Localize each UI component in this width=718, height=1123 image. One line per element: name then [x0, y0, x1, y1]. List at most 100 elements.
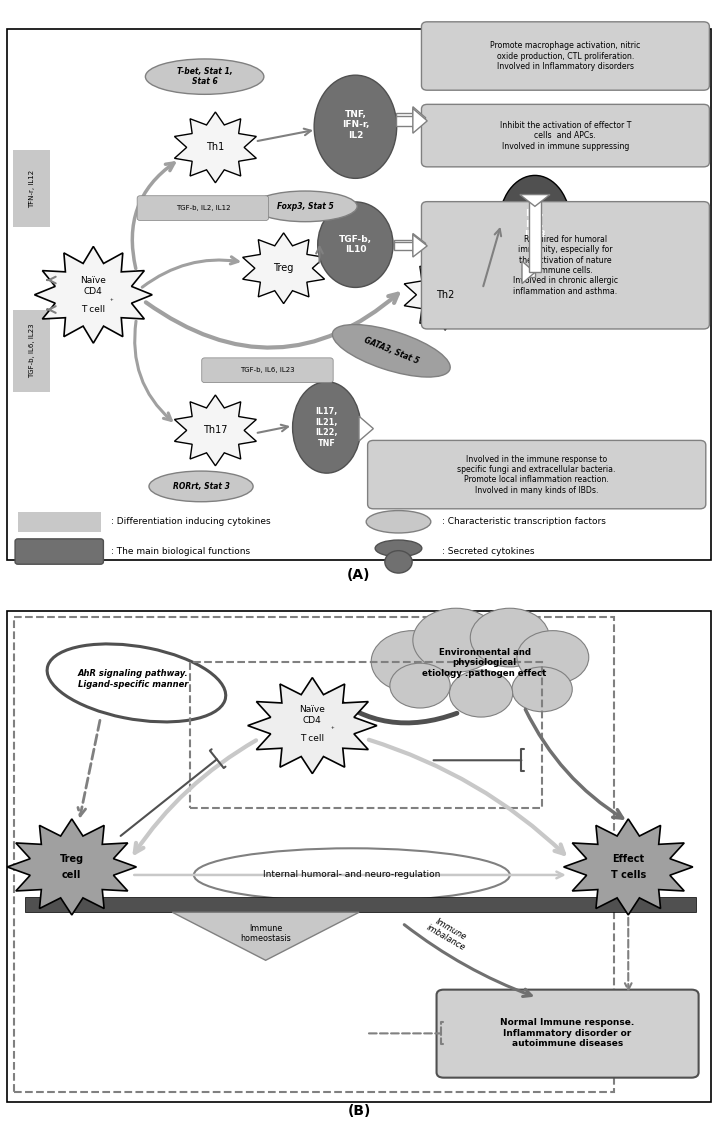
Text: CD4: CD4	[84, 287, 103, 296]
Text: : The main biological functions: : The main biological functions	[111, 547, 251, 556]
Polygon shape	[34, 246, 152, 344]
Text: Required for humoral
immunity, especially for
the activation of nature
immune ce: Required for humoral immunity, especiall…	[513, 235, 618, 295]
Circle shape	[512, 667, 572, 712]
Text: TGF-b, IL6, IL23: TGF-b, IL6, IL23	[29, 323, 34, 378]
Text: (A): (A)	[348, 568, 370, 582]
Ellipse shape	[385, 550, 412, 573]
Text: T cell: T cell	[300, 734, 325, 743]
Text: Effect: Effect	[612, 853, 644, 864]
FancyBboxPatch shape	[396, 116, 413, 126]
Circle shape	[390, 664, 450, 707]
FancyBboxPatch shape	[394, 239, 413, 247]
Text: (B): (B)	[348, 1104, 370, 1119]
FancyBboxPatch shape	[394, 241, 413, 250]
Ellipse shape	[47, 643, 225, 722]
Text: TFN-r, IL12: TFN-r, IL12	[29, 170, 34, 208]
Ellipse shape	[499, 175, 571, 273]
FancyBboxPatch shape	[368, 440, 706, 509]
FancyBboxPatch shape	[13, 150, 50, 227]
Text: Naïve: Naïve	[299, 705, 325, 714]
Text: TGF-b,
IL10: TGF-b, IL10	[339, 235, 372, 255]
Text: Inhibit the activation of effector T
cells  and APCs.
Involved in immune suppres: Inhibit the activation of effector T cel…	[500, 120, 631, 150]
FancyBboxPatch shape	[7, 29, 711, 560]
Polygon shape	[413, 109, 427, 134]
Text: T-bet, Stat 1,
Stat 6: T-bet, Stat 1, Stat 6	[177, 67, 233, 86]
Text: Normal Immune response.
Inflammatory disorder or
autoimmune diseases: Normal Immune response. Inflammatory dis…	[500, 1019, 634, 1048]
FancyBboxPatch shape	[421, 21, 709, 90]
Text: : Characteristic transcription factors: : Characteristic transcription factors	[442, 518, 605, 527]
Text: IL4,
IL6,
IL13: IL4, IL6, IL13	[524, 209, 546, 239]
FancyBboxPatch shape	[396, 113, 413, 122]
Text: Involved in the immune response to
specific fungi and extracellular bacteria.
Pr: Involved in the immune response to speci…	[457, 455, 616, 495]
Text: TGF-b, IL6, IL23: TGF-b, IL6, IL23	[240, 367, 294, 373]
Polygon shape	[404, 259, 486, 330]
Text: TGF-b, IL2, IL12: TGF-b, IL2, IL12	[176, 206, 230, 211]
Text: : Secreted cytokines: : Secreted cytokines	[442, 547, 534, 556]
FancyBboxPatch shape	[421, 104, 709, 167]
Text: ⁺: ⁺	[330, 728, 335, 733]
Text: Th2: Th2	[436, 290, 454, 300]
Text: : Differentiation inducing cytokines: : Differentiation inducing cytokines	[111, 518, 271, 527]
FancyBboxPatch shape	[359, 423, 361, 433]
Polygon shape	[413, 234, 426, 254]
Text: Internal humoral- and neuro-regulation: Internal humoral- and neuro-regulation	[263, 870, 441, 879]
Text: GATA3, Stat 5: GATA3, Stat 5	[363, 336, 420, 366]
Text: ⁺: ⁺	[109, 300, 113, 305]
Ellipse shape	[318, 202, 393, 287]
FancyBboxPatch shape	[137, 195, 269, 220]
Ellipse shape	[149, 471, 253, 502]
Circle shape	[449, 670, 513, 718]
Text: Immune
homeostasis: Immune homeostasis	[241, 924, 291, 943]
Polygon shape	[7, 819, 136, 915]
Text: Th17: Th17	[203, 426, 228, 436]
Bar	[25, 897, 696, 912]
FancyBboxPatch shape	[437, 989, 699, 1078]
Text: CD4: CD4	[303, 715, 322, 724]
Ellipse shape	[194, 848, 510, 902]
Circle shape	[470, 609, 549, 667]
Text: Th1: Th1	[206, 143, 225, 153]
Text: Environmental and
physiological
etiology .pathogen effect: Environmental and physiological etiology…	[422, 648, 547, 677]
Ellipse shape	[145, 58, 264, 94]
Polygon shape	[564, 819, 693, 915]
Text: IL17,
IL21,
IL22,
TNF: IL17, IL21, IL22, TNF	[315, 408, 338, 448]
Text: Promote macrophage activation, nitric
oxide production, CTL proliferation.
Invol: Promote macrophage activation, nitric ox…	[490, 42, 640, 71]
Polygon shape	[522, 262, 535, 284]
Text: RORrt, Stat 3: RORrt, Stat 3	[172, 482, 230, 491]
Circle shape	[371, 631, 454, 693]
Ellipse shape	[253, 191, 358, 221]
Polygon shape	[413, 107, 426, 129]
Text: T cell: T cell	[81, 305, 106, 314]
FancyBboxPatch shape	[202, 358, 333, 383]
Text: TNF,
IFN-r,
IL2: TNF, IFN-r, IL2	[342, 110, 369, 140]
Polygon shape	[174, 395, 256, 466]
Text: AhR signaling pathway.
Ligand-specific manner: AhR signaling pathway. Ligand-specific m…	[78, 669, 188, 688]
Polygon shape	[248, 677, 377, 774]
Text: cell: cell	[62, 870, 81, 880]
Polygon shape	[174, 112, 256, 183]
Circle shape	[517, 631, 589, 684]
Text: Treg: Treg	[274, 263, 294, 273]
FancyBboxPatch shape	[421, 202, 709, 329]
FancyBboxPatch shape	[18, 512, 101, 532]
FancyBboxPatch shape	[529, 194, 541, 273]
Ellipse shape	[366, 511, 431, 533]
Polygon shape	[172, 912, 359, 960]
Polygon shape	[359, 417, 373, 441]
Text: T cells: T cells	[610, 870, 646, 880]
Polygon shape	[413, 235, 427, 257]
FancyBboxPatch shape	[13, 310, 50, 392]
Ellipse shape	[332, 325, 450, 377]
Ellipse shape	[314, 75, 397, 179]
FancyBboxPatch shape	[522, 268, 535, 276]
Text: Treg: Treg	[60, 853, 84, 864]
Text: Immune
imbalance: Immune imbalance	[425, 914, 472, 953]
Circle shape	[413, 609, 499, 673]
FancyBboxPatch shape	[7, 611, 711, 1102]
Ellipse shape	[293, 382, 361, 473]
Polygon shape	[243, 232, 325, 303]
Text: Naïve: Naïve	[80, 275, 106, 284]
Ellipse shape	[375, 540, 422, 557]
Text: Foxp3, Stat 5: Foxp3, Stat 5	[276, 202, 334, 211]
Polygon shape	[520, 194, 550, 207]
